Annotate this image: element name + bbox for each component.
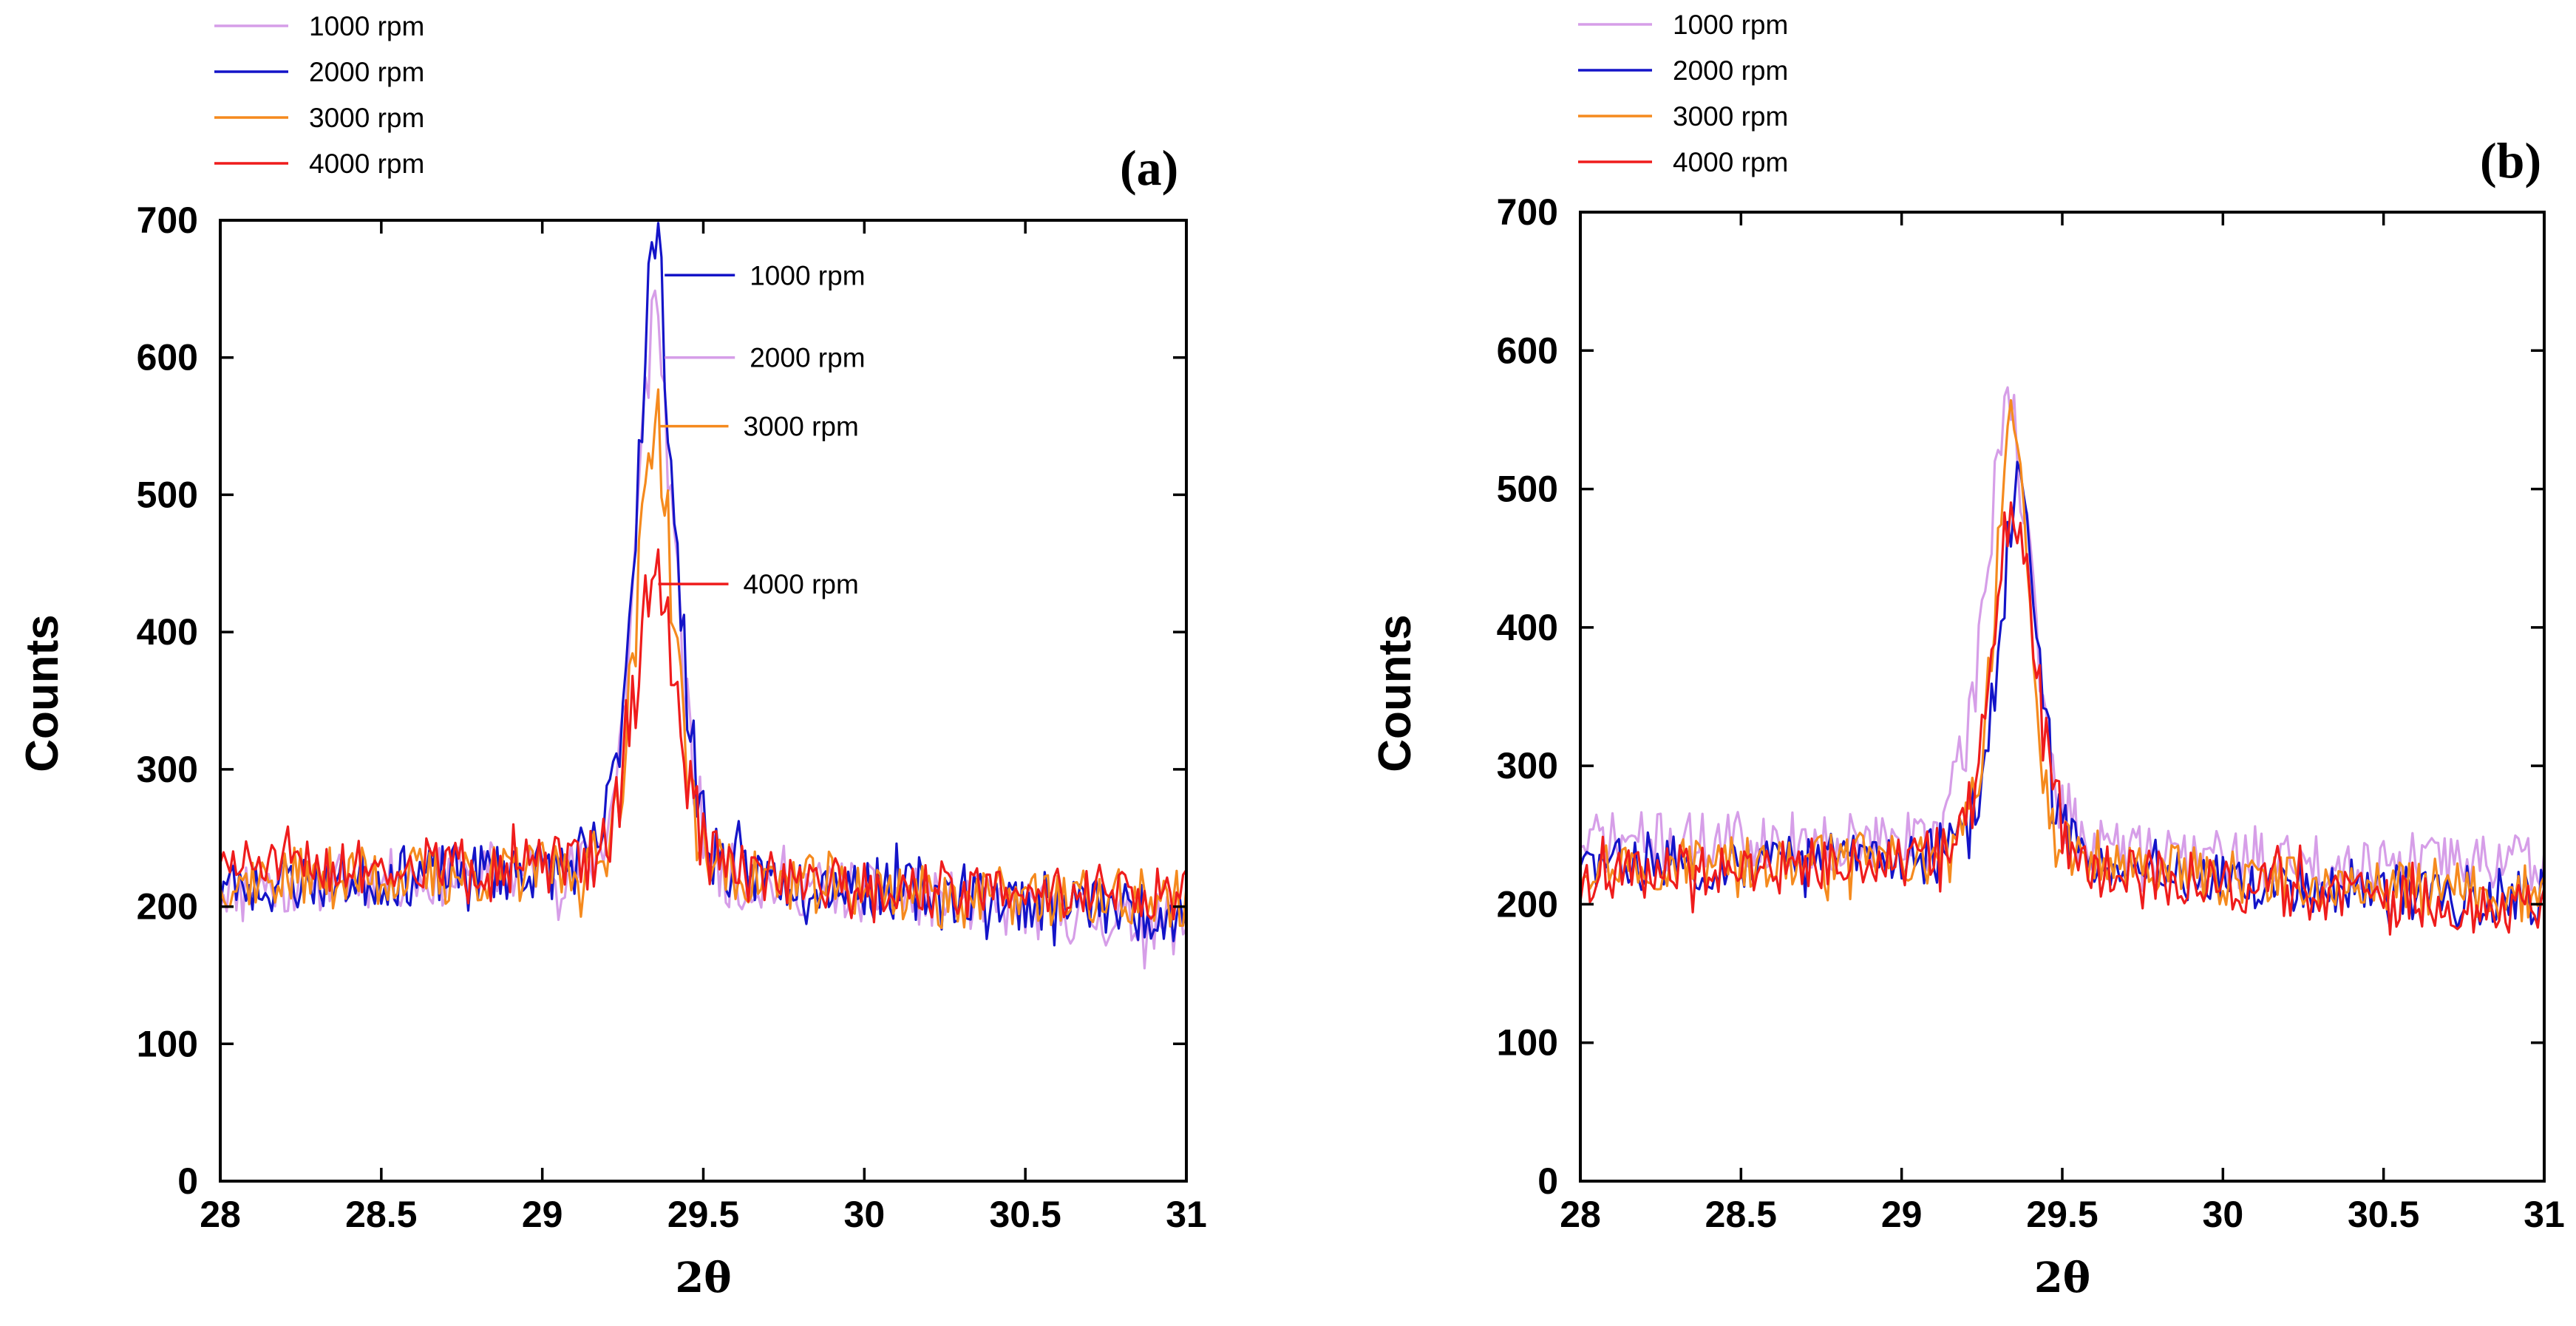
x-tick-label: 31: [2524, 1194, 2565, 1235]
legend-label: 1000 rpm: [1673, 10, 1788, 40]
legend-label: 3000 rpm: [309, 103, 424, 133]
annotation-label: 3000 rpm: [744, 412, 859, 442]
y-tick-label: 100: [1497, 1022, 1558, 1064]
x-tick-label: 29: [1881, 1194, 1923, 1235]
legend-label: 2000 rpm: [1673, 55, 1788, 86]
series-line-4000-rpm: [219, 548, 1188, 924]
panel-b: 28 28.5 29 29.5 30 30.5 31 0 100 200 300 400 500 600 7…: [1370, 10, 2565, 1302]
legend-label: 4000 rpm: [309, 149, 424, 179]
series-line-2000-rpm: [219, 222, 1188, 947]
x-axis-title: 2θ: [2034, 1254, 2090, 1302]
panel-a: 28 28.5 29 29.5 30 30.5 31 0 100 200 300 400 500 600 7…: [17, 11, 1207, 1302]
y-tick-label: 200: [1497, 883, 1558, 925]
x-tick-label: 31: [1166, 1194, 1207, 1235]
plot-frame: [219, 219, 1188, 1183]
y-tick-label: 400: [137, 611, 198, 653]
series-line-4000-rpm: [1579, 501, 2546, 936]
y-tick-label: 600: [1497, 330, 1558, 371]
y-tick-label: 300: [1497, 745, 1558, 786]
x-tick-label: 28.5: [1705, 1194, 1777, 1235]
x-tick-label: 28.5: [345, 1194, 417, 1235]
x-tick-label: 29.5: [667, 1194, 739, 1235]
panel-label: (b): [2480, 132, 2541, 188]
x-axis-title: 2θ: [675, 1254, 731, 1302]
series-line-1000-rpm: [1580, 386, 2546, 894]
panel-label: (a): [1120, 140, 1178, 196]
x-tick-label: 29: [522, 1194, 563, 1235]
y-tick-label: 400: [1497, 607, 1558, 648]
y-axis-title: Counts: [1370, 614, 1421, 772]
legend-label: 2000 rpm: [309, 57, 424, 87]
x-tick-label: 30: [844, 1194, 886, 1235]
plot-frame: [1579, 211, 2546, 1183]
y-tick-label: 500: [1497, 469, 1558, 510]
y-tick-label: 700: [1497, 191, 1558, 233]
x-tick-label: 29.5: [2026, 1194, 2098, 1235]
legend-label: 3000 rpm: [1673, 101, 1788, 132]
annotation-label: 2000 rpm: [750, 343, 865, 373]
annotation-label: 1000 rpm: [750, 260, 865, 290]
x-tick-label: 30.5: [990, 1194, 1061, 1235]
y-tick-label: 500: [137, 474, 198, 515]
x-tick-label: 30.5: [2348, 1194, 2419, 1235]
y-tick-label: 300: [137, 749, 198, 790]
y-tick-label: 700: [137, 200, 198, 241]
y-tick-label: 200: [137, 886, 198, 928]
y-axis-title: Counts: [17, 614, 68, 772]
annotation-label: 4000 rpm: [744, 569, 859, 599]
x-tick-label: 30: [2203, 1194, 2244, 1235]
legend-label: 1000 rpm: [309, 11, 424, 41]
legend-label: 4000 rpm: [1673, 147, 1788, 177]
x-tick-label: 28: [1560, 1194, 1601, 1235]
y-tick-label: 0: [1537, 1160, 1558, 1202]
y-tick-label: 600: [137, 337, 198, 378]
x-tick-label: 28: [200, 1194, 241, 1235]
y-tick-label: 0: [177, 1160, 198, 1202]
y-tick-label: 100: [137, 1023, 198, 1064]
